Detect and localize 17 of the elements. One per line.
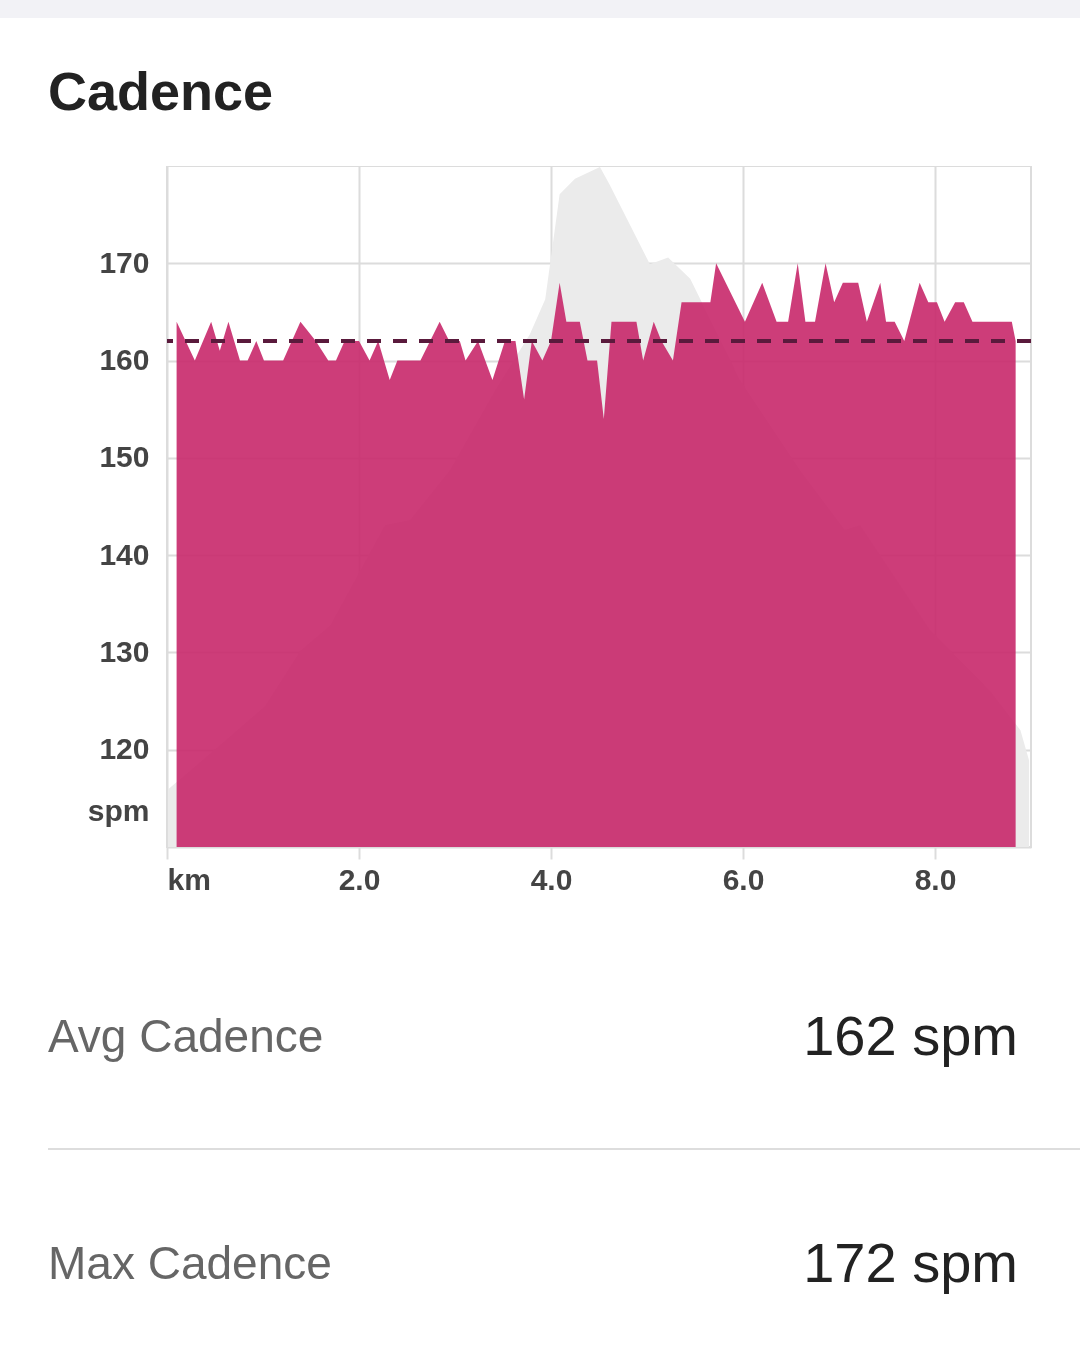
y-axis-title: spm — [87, 793, 150, 827]
text: 162 spm — [803, 1003, 1018, 1068]
text: 172 spm — [803, 1230, 1018, 1295]
y-tick-label: 140 — [99, 537, 150, 571]
text: Avg Cadence — [48, 1008, 324, 1063]
x-tick-label: 2.0 — [338, 862, 381, 896]
y-tick-label: 170 — [99, 245, 150, 279]
y-tick-label: 150 — [99, 440, 150, 474]
text: Max Cadence — [48, 1235, 332, 1290]
y-tick-label: 120 — [99, 732, 150, 766]
x-tick-label: km — [167, 862, 211, 896]
x-tick-label: 4.0 — [530, 862, 573, 896]
y-tick-label: 160 — [99, 343, 150, 377]
y-tick-label: 130 — [99, 634, 150, 668]
chart-title: Cadence — [47, 60, 275, 123]
x-tick-label: 6.0 — [722, 862, 765, 896]
x-tick-label: 8.0 — [914, 862, 957, 896]
